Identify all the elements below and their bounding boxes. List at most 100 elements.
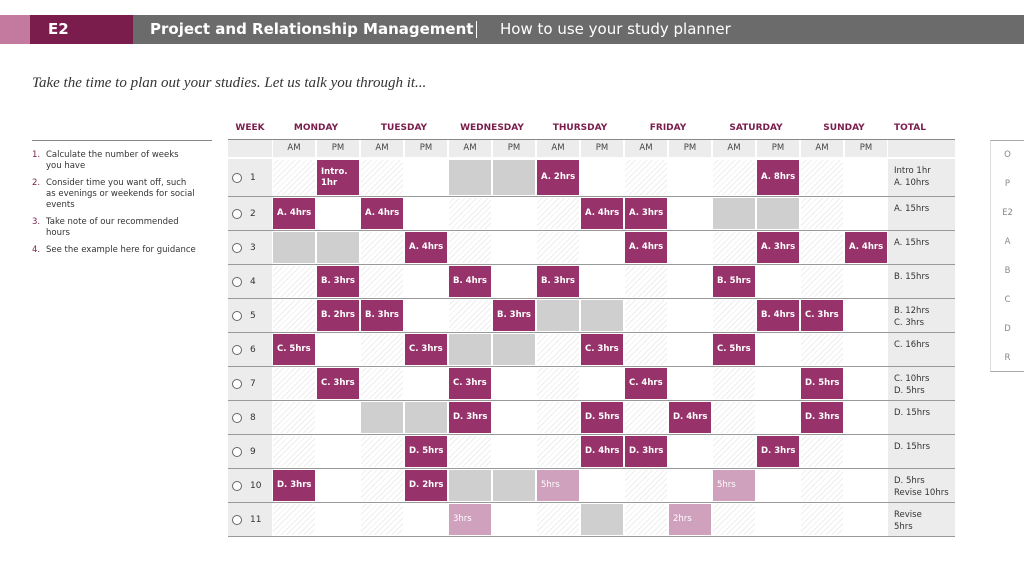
total-cell: Intro 1hr A. 10hrs (888, 159, 955, 196)
planner-cell (361, 334, 403, 365)
week-cell: 9 (228, 435, 272, 468)
cell-text: D. 5hrs (585, 412, 620, 423)
total-line: Revise (894, 510, 922, 520)
planner-cell (537, 436, 579, 467)
planner-session: A. 3hrs (625, 198, 667, 229)
total-line: A. 15hrs (894, 204, 930, 214)
planner-cell (581, 470, 623, 501)
planner-session: D. 3hrs (801, 402, 843, 433)
cell-text: A. 2hrs (541, 172, 576, 183)
row-rule (228, 400, 955, 401)
planner-cell (713, 504, 755, 535)
row-rule (228, 196, 955, 197)
step: 4. See the example here for guidance (32, 245, 212, 256)
planner-cell (669, 300, 711, 331)
cell-text: B. 4hrs (761, 310, 795, 321)
planner-cell (757, 504, 799, 535)
planner-cell (669, 266, 711, 297)
slot-header: AM (361, 140, 403, 157)
cell-text: A. 8hrs (761, 172, 796, 183)
day-header: THURSDAY (552, 123, 608, 133)
planner-cell (757, 470, 799, 501)
planner-grey (449, 160, 491, 195)
planner-session: C. 5hrs (713, 334, 755, 365)
planner-cell (493, 402, 535, 433)
planner-grey (493, 470, 535, 501)
total-line: Intro 1hr (894, 166, 931, 176)
total-line: D. 5hrs (894, 386, 925, 396)
cell-text: C. 3hrs (321, 378, 355, 389)
planner-cell (405, 300, 447, 331)
step-text: See the example here for guidance (46, 245, 196, 255)
planner-cell (537, 334, 579, 365)
planner-session: D. 3hrs (757, 436, 799, 467)
planner-cell (581, 266, 623, 297)
cell-text: C. 3hrs (585, 344, 619, 355)
cell-text: D. 4hrs (673, 412, 708, 423)
planner-cell (273, 504, 315, 535)
planner-cell (801, 470, 843, 501)
planner-cell (273, 160, 315, 195)
cell-text: Intro. (321, 167, 348, 178)
planner-cell (493, 436, 535, 467)
cell-text: D. 5hrs (805, 378, 840, 389)
total-line: A. 15hrs (894, 238, 930, 248)
cell-text: B. 3hrs (497, 310, 531, 321)
week-number: 3 (250, 242, 256, 253)
planner-cell (625, 160, 667, 195)
total-line: D. 5hrs (894, 476, 925, 486)
row-rule (228, 332, 955, 333)
planner-cell (801, 198, 843, 229)
cell-text: B. 5hrs (717, 276, 751, 287)
slot-header: PM (757, 140, 799, 157)
row-rule (228, 230, 955, 231)
planner-cell (625, 300, 667, 331)
planner-cell (625, 470, 667, 501)
week-cell: 3 (228, 231, 272, 264)
planner-cell (405, 160, 447, 195)
slot-header: AM (537, 140, 579, 157)
planner-cell (713, 368, 755, 399)
planner-cell (757, 266, 799, 297)
side-tab: R (1004, 353, 1011, 363)
planner-cell (713, 436, 755, 467)
week-number: 10 (250, 480, 262, 491)
planner-session: B. 2hrs (317, 300, 359, 331)
planner-cell (845, 266, 887, 297)
row-rule (228, 264, 955, 265)
cell-text: A. 4hrs (629, 242, 664, 253)
planner-cell (361, 232, 403, 263)
planner-session: A. 4hrs (361, 198, 403, 229)
planner-cell (361, 470, 403, 501)
week-cell: 6 (228, 333, 272, 366)
slot-header: PM (845, 140, 887, 157)
week-number: 8 (250, 412, 256, 423)
total-header: TOTAL (894, 123, 926, 133)
week-number: 4 (250, 276, 256, 287)
week-number: 2 (250, 208, 256, 219)
planner-cell (537, 402, 579, 433)
planner-session: D. 3hrs (625, 436, 667, 467)
week-number: 6 (250, 344, 256, 355)
slot-header: PM (317, 140, 359, 157)
planner-cell (361, 504, 403, 535)
week-number: 7 (250, 378, 256, 389)
planner-grey (537, 300, 579, 331)
week-cell: 4 (228, 265, 272, 298)
cell-text: 5hrs (717, 480, 736, 491)
planner-cell (713, 160, 755, 195)
total-cell: D. 15hrs (888, 401, 955, 434)
planner-cell (273, 436, 315, 467)
planner-cell (713, 300, 755, 331)
planner-session: B. 3hrs (537, 266, 579, 297)
week-radio (232, 276, 242, 287)
total-line: C. 16hrs (894, 340, 930, 350)
side-tab: E2 (1002, 208, 1013, 218)
planner-cell (537, 198, 579, 229)
header-accent (0, 15, 30, 44)
planner-cell (493, 368, 535, 399)
slot-bg (888, 140, 955, 157)
planner-session: A. 4hrs (273, 198, 315, 229)
planner-cell (669, 198, 711, 229)
planner-cell (845, 160, 887, 195)
